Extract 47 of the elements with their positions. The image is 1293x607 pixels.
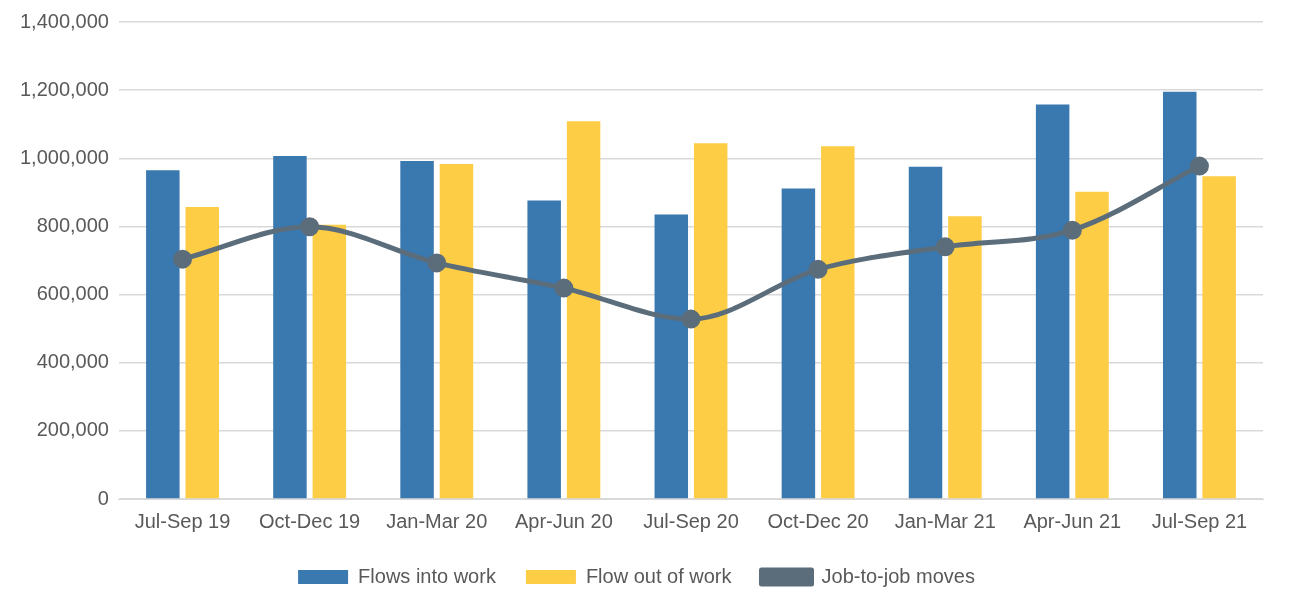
point <box>1189 156 1209 176</box>
x-tick-label: Apr-Jun 21 <box>1023 509 1122 532</box>
point <box>808 259 828 279</box>
y-tick-label: 0 <box>97 486 109 509</box>
x-tick-label: Jan-Mar 20 <box>386 509 488 532</box>
bar <box>312 224 347 499</box>
y-tick-label: 1,000,000 <box>19 145 109 168</box>
x-tick-label: Oct-Dec 19 <box>259 509 361 532</box>
x-tick-label: Jul-Sep 21 <box>1151 509 1248 532</box>
x-tick-label: Jan-Mar 21 <box>894 509 996 532</box>
bar <box>566 121 601 499</box>
legend-label: Flow out of work <box>585 564 733 587</box>
y-tick-label: 1,200,000 <box>19 77 109 100</box>
bar <box>146 170 180 499</box>
x-tick-label: Oct-Dec 20 <box>767 509 869 532</box>
y-tick-label: 400,000 <box>36 350 109 373</box>
bar <box>273 155 307 499</box>
y-tick-label: 600,000 <box>36 282 109 305</box>
bar <box>400 161 434 499</box>
bar <box>1035 104 1070 499</box>
y-tick-label: 800,000 <box>36 213 109 236</box>
bar <box>693 143 728 499</box>
bar <box>781 188 816 499</box>
bar <box>948 216 982 499</box>
y-tick-label: 1,400,000 <box>19 9 109 32</box>
legend-label: Job-to-job moves <box>821 564 975 587</box>
point <box>300 217 320 237</box>
point <box>681 309 701 329</box>
bar <box>527 200 561 499</box>
point <box>427 253 447 273</box>
bar <box>185 207 219 499</box>
bar <box>654 214 689 499</box>
bar <box>439 164 474 499</box>
point <box>935 237 955 257</box>
x-tick-label: Jul-Sep 20 <box>643 509 739 532</box>
bar <box>1162 91 1197 499</box>
bar <box>1202 176 1236 499</box>
point <box>554 278 574 298</box>
legend-label: Flows into work <box>358 564 497 587</box>
y-tick-label: 200,000 <box>36 418 109 441</box>
x-tick-label: Apr-Jun 20 <box>514 509 613 532</box>
bar <box>821 146 855 499</box>
x-tick-label: Jul-Sep 19 <box>134 509 231 532</box>
point <box>1062 220 1082 240</box>
point <box>173 249 193 269</box>
bar <box>908 166 943 499</box>
bar <box>1075 191 1109 499</box>
